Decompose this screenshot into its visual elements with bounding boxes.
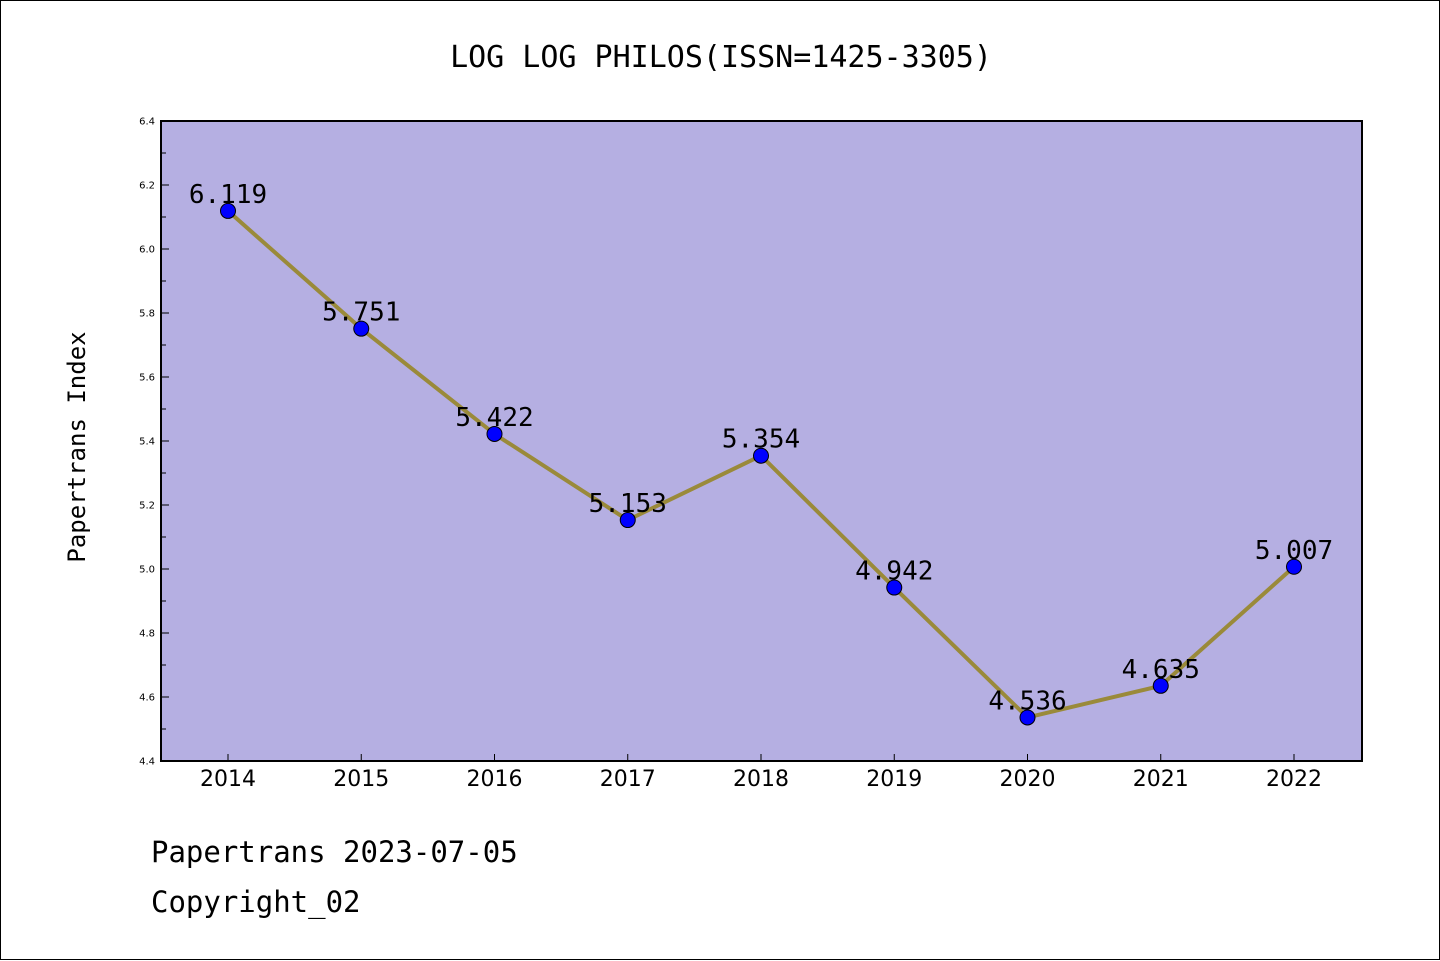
- data-label: 6.119: [189, 180, 267, 210]
- x-tick-label: 2016: [467, 767, 523, 792]
- data-label: 5.354: [722, 425, 800, 455]
- plot-border: [160, 120, 1363, 762]
- y-tick-label: 6.4: [139, 117, 155, 128]
- data-label: 5.422: [455, 403, 533, 433]
- data-label: 4.635: [1122, 655, 1200, 685]
- data-points: [220, 202, 1302, 726]
- data-label: 5.751: [322, 298, 400, 328]
- data-label: 5.153: [589, 489, 667, 519]
- y-tick-label: 4.6: [139, 693, 155, 704]
- y-axis-ticks: 4.4 4.6 4.8 5.0 5.2 5.4 5.6 5.8 6.0 6.2 6.4: [139, 117, 169, 768]
- data-point: [753, 447, 769, 464]
- data-point: [1019, 709, 1036, 726]
- footer-copyright: Copyright_02: [151, 885, 361, 919]
- x-tick-label: 2019: [866, 767, 922, 792]
- x-tick-label: 2017: [600, 767, 656, 792]
- data-point: [886, 579, 903, 596]
- plot-area: [161, 121, 1362, 761]
- data-point: [486, 425, 503, 442]
- data-label: 4.942: [855, 557, 933, 587]
- chart-title: LOG LOG PHILOS(ISSN=1425-3305): [450, 40, 992, 75]
- data-label: 4.536: [988, 686, 1066, 716]
- footer-date: Papertrans 2023-07-05: [151, 835, 518, 869]
- y-tick-label: 5.0: [139, 565, 155, 576]
- y-tick-label: 5.6: [139, 373, 155, 384]
- data-point: [1152, 677, 1169, 694]
- y-tick-label: 5.8: [139, 309, 155, 320]
- x-tick-label: 2015: [333, 767, 389, 792]
- data-point: [619, 512, 636, 529]
- x-tick-label: 2018: [733, 767, 789, 792]
- y-tick-label: 4.4: [139, 757, 155, 768]
- y-tick-label: 6.0: [139, 245, 155, 256]
- y-tick-label: 5.2: [139, 501, 155, 512]
- x-tick-label: 2014: [200, 767, 256, 792]
- x-axis-ticks: 2014 2015 2016 2017 2018 2019 2020 2021 2022: [200, 754, 1322, 792]
- data-labels: 6.119 5.751 5.422 5.153 5.354 4.942 4.536 4.635…: [189, 180, 1333, 717]
- x-tick-label: 2022: [1266, 767, 1322, 792]
- y-axis-label: Papertrans Index: [63, 331, 91, 562]
- y-tick-label: 6.2: [139, 181, 155, 192]
- y-tick-label: 5.4: [139, 437, 155, 448]
- data-point: [220, 202, 236, 219]
- y-tick-label: 4.8: [139, 629, 155, 640]
- data-point: [1286, 558, 1302, 575]
- data-label: 5.007: [1255, 536, 1333, 566]
- x-tick-label: 2020: [1000, 767, 1056, 792]
- data-point: [353, 320, 370, 337]
- x-tick-label: 2021: [1133, 767, 1189, 792]
